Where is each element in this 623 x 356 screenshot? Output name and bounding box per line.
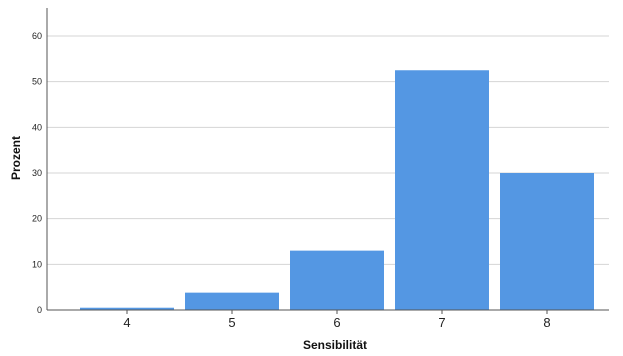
x-axis-ticks: 4 5 6 7 8 bbox=[123, 310, 551, 330]
x-tick-label: 7 bbox=[438, 315, 445, 330]
y-tick-label: 0 bbox=[37, 305, 42, 315]
x-tick-label: 5 bbox=[228, 315, 235, 330]
x-axis-title: Sensibilität bbox=[303, 338, 367, 352]
y-axis-ticks: 0 10 20 30 40 50 60 bbox=[32, 31, 42, 315]
bar-8 bbox=[500, 173, 594, 310]
x-tick-label: 6 bbox=[333, 315, 340, 330]
y-tick-label: 30 bbox=[32, 168, 42, 178]
bar-5 bbox=[185, 292, 279, 310]
y-tick-label: 20 bbox=[32, 214, 42, 224]
y-tick-label: 50 bbox=[32, 77, 42, 87]
y-tick-label: 40 bbox=[32, 122, 42, 132]
x-tick-label: 8 bbox=[543, 315, 550, 330]
bar-4 bbox=[80, 307, 174, 310]
bar-6 bbox=[290, 250, 384, 310]
y-tick-label: 10 bbox=[32, 259, 42, 269]
y-tick-label: 60 bbox=[32, 31, 42, 41]
y-axis-title: Prozent bbox=[9, 136, 23, 180]
bars bbox=[80, 70, 594, 310]
x-tick-label: 4 bbox=[123, 315, 130, 330]
bar-7 bbox=[395, 70, 489, 310]
